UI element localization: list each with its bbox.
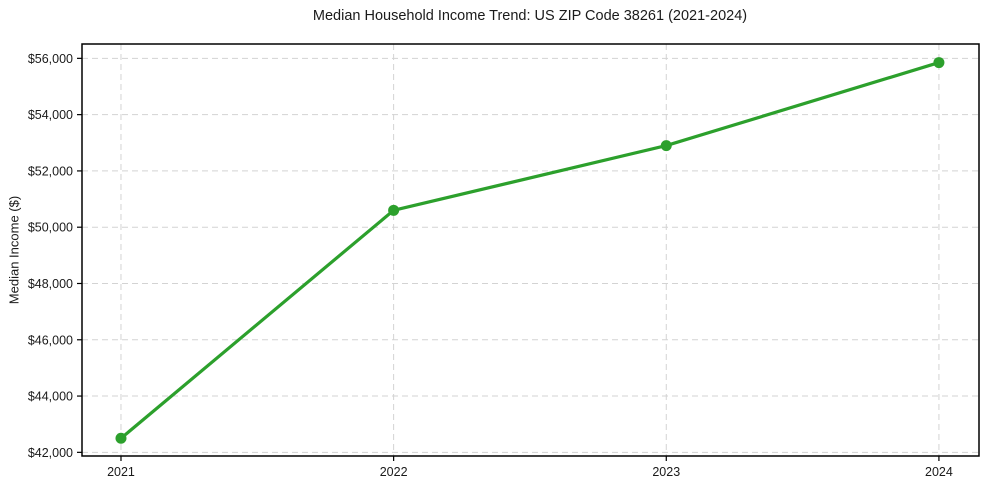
chart-title: Median Household Income Trend: US ZIP Co… bbox=[312, 8, 748, 24]
data-point bbox=[933, 57, 945, 69]
y-tick-label: $50,000 bbox=[28, 221, 73, 235]
y-tick-label: $44,000 bbox=[28, 390, 73, 404]
x-tick-label: 2024 bbox=[925, 465, 953, 479]
x-tick-label: 2023 bbox=[652, 465, 680, 479]
data-point bbox=[388, 204, 400, 216]
y-tick-label: $48,000 bbox=[28, 277, 73, 291]
y-tick-label: $46,000 bbox=[28, 333, 73, 347]
data-point bbox=[660, 140, 672, 152]
y-tick-label: $42,000 bbox=[28, 446, 73, 460]
y-tick-label: $52,000 bbox=[28, 164, 73, 178]
data-point bbox=[115, 432, 127, 444]
y-tick-label: $54,000 bbox=[28, 108, 73, 122]
x-tick-label: 2021 bbox=[107, 465, 135, 479]
x-tick-label: 2022 bbox=[380, 465, 408, 479]
data-line bbox=[119, 60, 941, 440]
plot-border bbox=[81, 43, 980, 457]
y-tick-label: $56,000 bbox=[28, 52, 73, 66]
